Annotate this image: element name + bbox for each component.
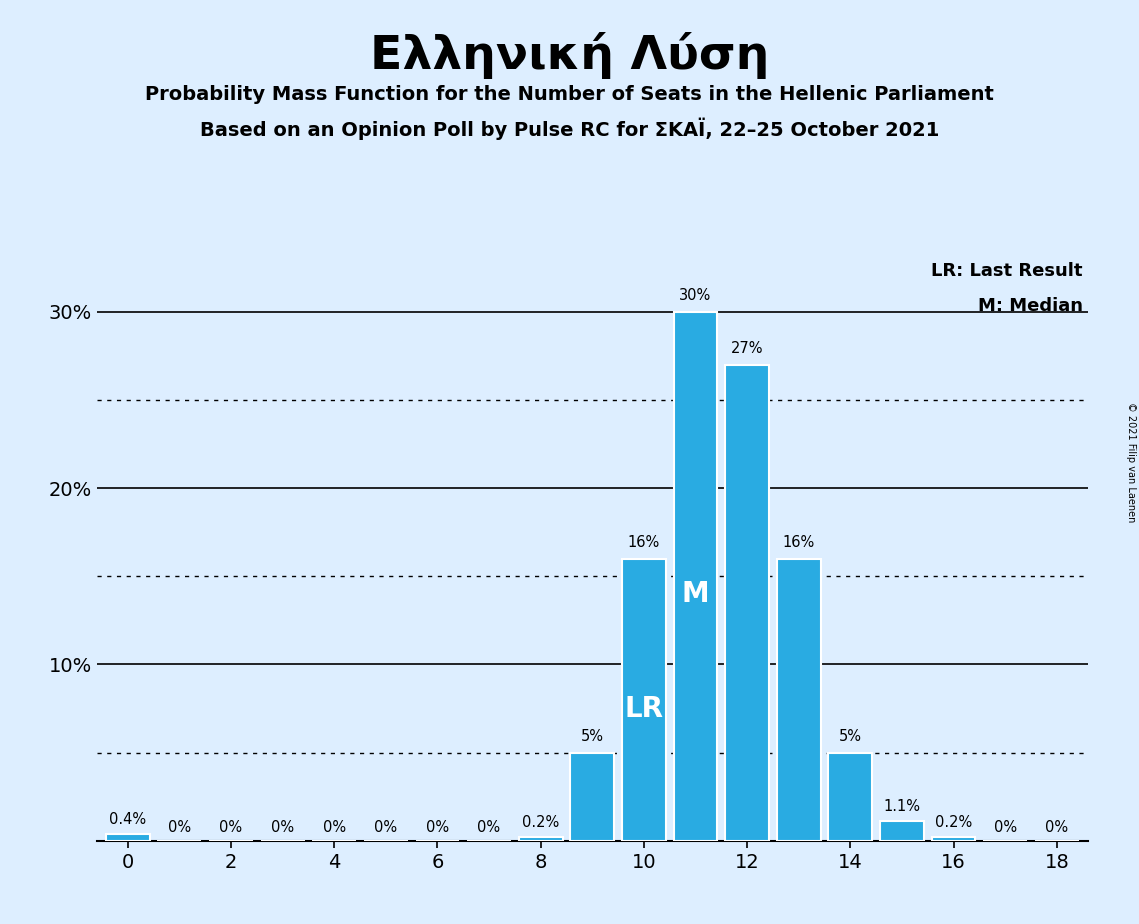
Text: M: M bbox=[681, 580, 710, 608]
Text: 0%: 0% bbox=[220, 820, 243, 834]
Bar bbox=[777, 559, 821, 841]
Bar bbox=[828, 753, 872, 841]
Text: 0.2%: 0.2% bbox=[935, 815, 973, 831]
Text: 0%: 0% bbox=[271, 820, 294, 834]
Text: Based on an Opinion Poll by Pulse RC for ΣΚΑΪ, 22–25 October 2021: Based on an Opinion Poll by Pulse RC for… bbox=[199, 117, 940, 140]
Text: M: Median: M: Median bbox=[977, 297, 1083, 314]
Bar bbox=[726, 365, 769, 841]
Text: 0.2%: 0.2% bbox=[522, 815, 559, 831]
Text: 5%: 5% bbox=[581, 729, 604, 744]
Text: 0%: 0% bbox=[477, 820, 501, 834]
Text: 16%: 16% bbox=[628, 535, 659, 550]
Bar bbox=[673, 311, 718, 841]
Bar bbox=[932, 837, 975, 841]
Text: © 2021 Filip van Laenen: © 2021 Filip van Laenen bbox=[1126, 402, 1136, 522]
Bar bbox=[571, 753, 614, 841]
Text: LR: Last Result: LR: Last Result bbox=[932, 261, 1083, 280]
Text: 30%: 30% bbox=[679, 287, 712, 303]
Text: 0%: 0% bbox=[993, 820, 1017, 834]
Bar bbox=[106, 833, 149, 841]
Text: 16%: 16% bbox=[782, 535, 814, 550]
Text: Probability Mass Function for the Number of Seats in the Hellenic Parliament: Probability Mass Function for the Number… bbox=[145, 85, 994, 104]
Text: 0%: 0% bbox=[322, 820, 346, 834]
Text: 0%: 0% bbox=[426, 820, 449, 834]
Text: 0%: 0% bbox=[167, 820, 191, 834]
Text: 5%: 5% bbox=[838, 729, 862, 744]
Text: 1.1%: 1.1% bbox=[884, 799, 920, 814]
Bar bbox=[518, 837, 563, 841]
Text: 0.4%: 0.4% bbox=[109, 811, 146, 827]
Text: 27%: 27% bbox=[731, 341, 763, 356]
Text: 0%: 0% bbox=[375, 820, 398, 834]
Bar bbox=[622, 559, 666, 841]
Text: LR: LR bbox=[624, 695, 663, 723]
Text: Ελληνική Λύση: Ελληνική Λύση bbox=[370, 32, 769, 79]
Text: 0%: 0% bbox=[1046, 820, 1068, 834]
Bar bbox=[880, 821, 924, 841]
